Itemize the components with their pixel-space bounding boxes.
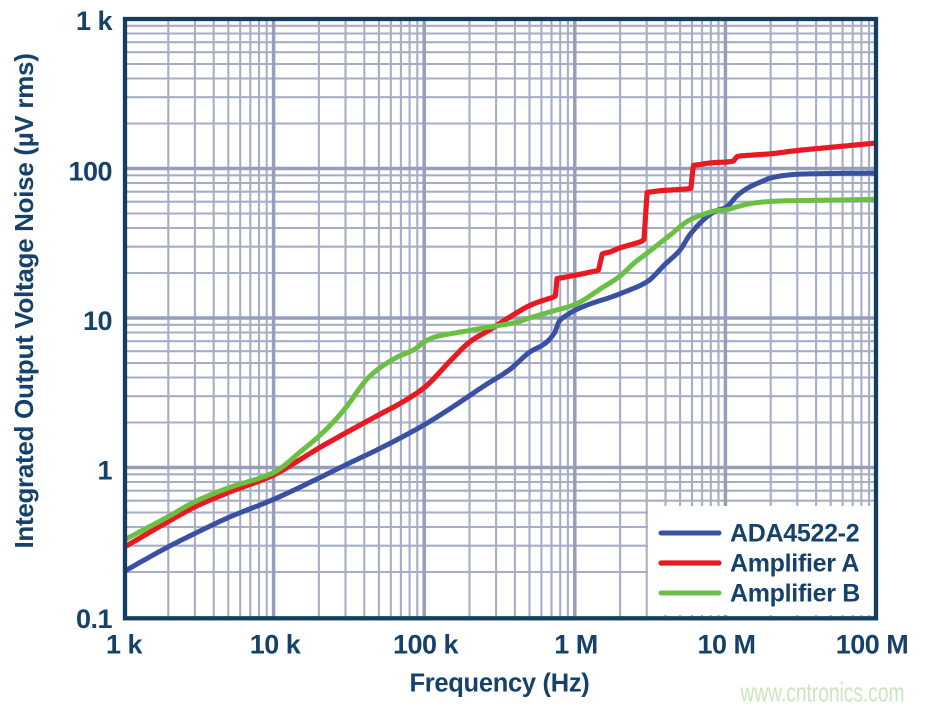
svg-text:0.1: 0.1 xyxy=(76,604,113,634)
svg-text:ADA4522-2: ADA4522-2 xyxy=(730,520,859,548)
svg-text:100 M: 100 M xyxy=(836,630,909,660)
svg-text:10: 10 xyxy=(83,306,112,336)
svg-text:1 k: 1 k xyxy=(106,630,144,660)
svg-text:www.cntronics.com: www.cntronics.com xyxy=(740,678,905,708)
svg-text:1 M: 1 M xyxy=(554,630,598,660)
svg-text:Frequency (Hz): Frequency (Hz) xyxy=(410,670,590,698)
svg-text:100 k: 100 k xyxy=(393,630,460,660)
svg-text:10 k: 10 k xyxy=(250,630,302,660)
svg-text:Integrated Output Voltage Nois: Integrated Output Voltage Noise (µV rms) xyxy=(9,53,39,548)
svg-text:Amplifier B: Amplifier B xyxy=(730,580,860,608)
svg-text:1: 1 xyxy=(97,456,112,486)
svg-text:1 k: 1 k xyxy=(76,6,114,36)
svg-text:10 M: 10 M xyxy=(697,630,755,660)
svg-text:100: 100 xyxy=(68,157,112,187)
svg-text:Amplifier A: Amplifier A xyxy=(730,550,859,578)
